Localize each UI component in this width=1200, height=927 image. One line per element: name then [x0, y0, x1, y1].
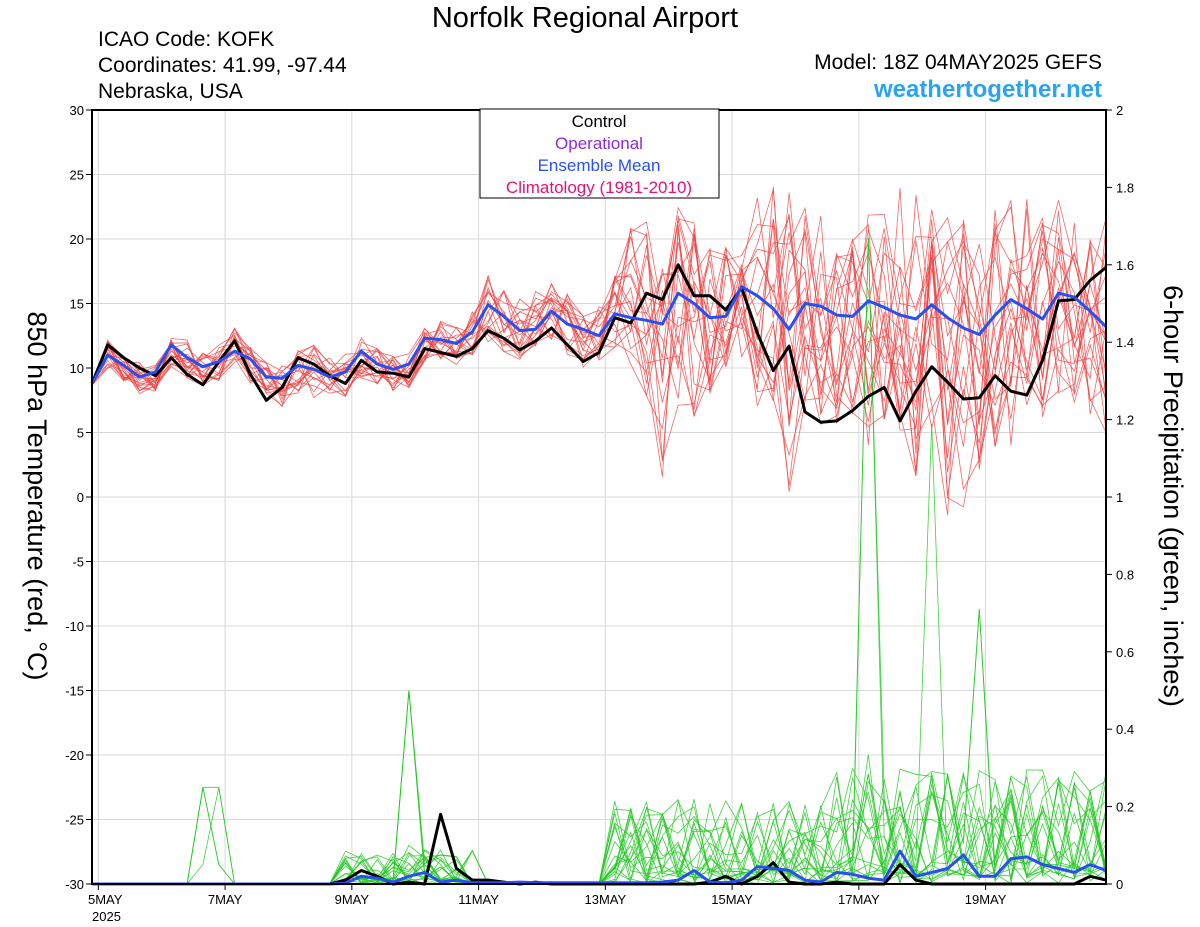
- legend-entry: Ensemble Mean: [538, 156, 661, 175]
- x-tick-label: 7MAY: [208, 892, 243, 907]
- y2-axis-title: 6-hour Precipitation (green, inches): [1158, 285, 1188, 707]
- ensemble-member-temp-line: [91, 210, 1107, 471]
- legend-entry: Climatology (1981-2010): [506, 178, 692, 197]
- ensemble-mean-precip-line: [92, 849, 1107, 886]
- y2-tick-label: 1.8: [1116, 180, 1134, 195]
- ensemble-member-precip-line: [92, 781, 1107, 885]
- x-tick-label: 9MAY: [335, 892, 370, 907]
- y2-tick-label: 1.4: [1116, 335, 1134, 350]
- ensemble-member-temp-line: [91, 231, 1107, 486]
- ensemble-member-temp-line: [91, 206, 1107, 421]
- ensemble-member-temp-line: [91, 195, 1107, 414]
- y2-tick-label: 0.6: [1116, 645, 1134, 660]
- y-tick-label: -25: [65, 813, 84, 828]
- ensemble-member-temp-line: [91, 228, 1107, 447]
- y-tick-label: 0: [77, 490, 84, 505]
- y2-tick-label: 0: [1116, 877, 1123, 892]
- y2-tick-label: 0.4: [1116, 722, 1134, 737]
- y-tick-label: 30: [70, 103, 84, 118]
- y-tick-label: 25: [70, 168, 84, 183]
- y-axis-title: 850 hPa Temperature (red, °C): [22, 312, 52, 681]
- y-tick-label: 10: [70, 361, 84, 376]
- y2-tick-label: 2: [1116, 103, 1123, 118]
- y2-tick-label: 1.6: [1116, 258, 1134, 273]
- x-tick-label: 15MAY: [711, 892, 753, 907]
- y-tick-label: 20: [70, 232, 84, 247]
- legend-entry: Operational: [555, 134, 643, 153]
- x-tick-label: 5MAY: [88, 892, 123, 907]
- control-temp-line: [90, 263, 1107, 424]
- y-tick-label: 15: [70, 297, 84, 312]
- y2-tick-label: 1: [1116, 490, 1123, 505]
- legend-entry: Control: [572, 112, 627, 131]
- x-tick-label: 19MAY: [965, 892, 1007, 907]
- ensemble-member-temp-line: [91, 197, 1107, 463]
- model-run: Model: 18Z 04MAY2025 GEFS: [814, 51, 1102, 74]
- ensemble-member-precip-line: [92, 783, 1107, 885]
- x-tick-label: 17MAY: [838, 892, 880, 907]
- icao-code: ICAO Code: KOFK: [98, 28, 275, 51]
- chart-title: Norfolk Regional Airport: [431, 2, 739, 34]
- region: Nebraska, USA: [98, 80, 243, 103]
- legend-box: [479, 108, 720, 199]
- y-tick-label: -5: [72, 555, 84, 570]
- x-tick-label: 11MAY: [458, 892, 499, 907]
- y-tick-label: 5: [77, 426, 84, 441]
- y-tick-label: -30: [65, 877, 84, 892]
- station-info: ICAO Code: KOFK Coordinates: 41.99, -97.…: [98, 27, 347, 105]
- x-year-label: 2025: [92, 909, 121, 924]
- coordinates: Coordinates: 41.99, -97.44: [98, 54, 347, 77]
- y2-tick-label: 0.2: [1116, 800, 1134, 815]
- y2-tick-label: 1.2: [1116, 413, 1134, 428]
- ensemble-member-temp-line: [91, 186, 1107, 491]
- ensemble-member-temp-line: [91, 218, 1107, 475]
- y-tick-label: -20: [65, 748, 84, 763]
- y-tick-label: -15: [65, 684, 84, 699]
- y-tick-label: -10: [65, 619, 84, 634]
- y2-tick-label: 0.8: [1116, 567, 1134, 582]
- ensemble-member-temp-line: [91, 200, 1107, 477]
- x-tick-label: 13MAY: [585, 892, 627, 907]
- ensemble-mean-temp-line: [90, 285, 1108, 385]
- ensemble-member-temp-line: [91, 189, 1107, 470]
- site-name: weathertogether.net: [873, 76, 1102, 103]
